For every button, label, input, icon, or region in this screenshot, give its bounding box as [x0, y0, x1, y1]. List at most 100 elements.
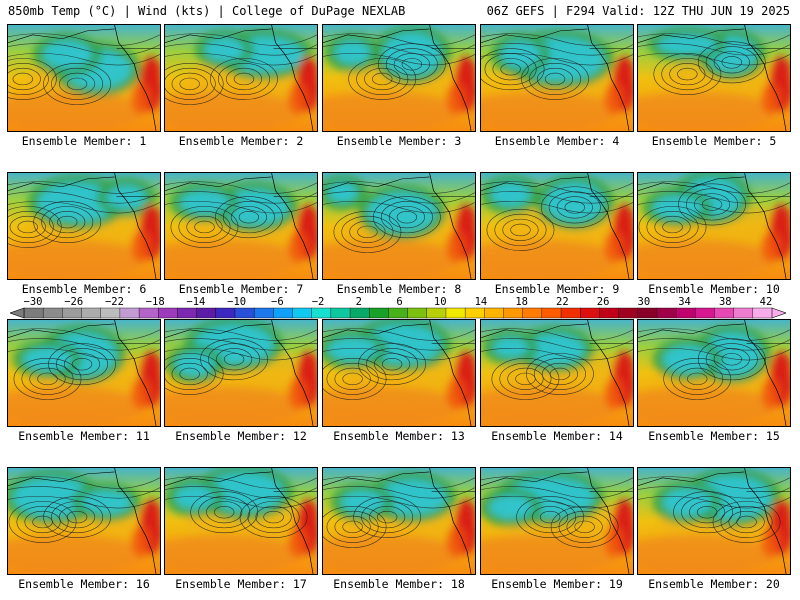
height-contour: [536, 67, 574, 91]
coastline: [8, 323, 115, 338]
coastline: [481, 323, 588, 338]
height-contour: [374, 353, 411, 376]
ensemble-member-label: Ensemble Member: 15: [648, 429, 780, 443]
height-contour: [323, 201, 475, 214]
colorbar-tick: −14: [186, 296, 206, 308]
coastline: [114, 320, 157, 426]
height-contour: [165, 338, 317, 351]
height-contour: [388, 206, 425, 229]
height-contour: [165, 353, 224, 395]
coastline: [587, 25, 630, 131]
coastline: [271, 468, 314, 574]
model-run-info: 06Z GEFS | F294 Valid: 12Z THU JUN 19 20…: [486, 4, 790, 18]
height-contour: [499, 362, 552, 395]
height-contour: [481, 348, 633, 361]
colorbar-tick: 10: [433, 296, 447, 308]
height-contour: [396, 210, 418, 224]
height-contour: [539, 510, 561, 524]
height-contour: [342, 372, 363, 386]
height-contour: [638, 476, 790, 489]
coastline: [744, 173, 787, 279]
height-contour: [16, 505, 69, 538]
ensemble-member-label: Ensemble Member: 19: [491, 577, 623, 591]
colorbar-segment: [618, 307, 639, 319]
height-contour: [21, 362, 74, 395]
height-contour: [29, 367, 66, 390]
height-contour: [223, 353, 245, 366]
colorbar-segment: [234, 307, 255, 319]
height-contour: [697, 41, 766, 84]
ensemble-member-map: [7, 172, 161, 280]
height-contour: [8, 501, 77, 543]
height-contour: [526, 353, 594, 395]
colorbar-segment: [177, 307, 198, 319]
height-contour: [326, 362, 379, 395]
height-contour: [59, 505, 96, 529]
height-contour: [373, 196, 441, 239]
height-contour: [194, 220, 215, 234]
coastline: [638, 176, 745, 191]
ensemble-member-map: [7, 319, 161, 427]
height-contour: [323, 505, 387, 548]
height-contour: [8, 67, 41, 91]
height-contour: [502, 218, 539, 242]
height-contour: [385, 48, 438, 81]
height-contour: [728, 510, 765, 534]
height-contour: [171, 72, 208, 95]
ensemble-member-label: Ensemble Member: 14: [491, 429, 623, 443]
height-contour: [638, 181, 790, 194]
height-contour: [323, 476, 475, 489]
colorbar-segment: [637, 307, 658, 319]
colorbar-segment: [138, 307, 159, 319]
height-contour: [165, 181, 317, 194]
height-contour: [646, 210, 699, 243]
height-contour: [165, 67, 216, 100]
height-contour: [12, 72, 33, 86]
coastline: [744, 25, 787, 131]
height-contour: [481, 48, 545, 91]
height-contour: [8, 206, 62, 248]
colorbar-tick: −10: [227, 296, 247, 308]
ensemble-member-map: [7, 467, 161, 575]
height-contour: [41, 206, 94, 239]
colorbar-segment: [541, 307, 562, 319]
colorbar-tick: 6: [396, 296, 403, 308]
colorbar-segment: [388, 307, 409, 319]
colorbar-segment: [464, 307, 485, 319]
ensemble-member-label: Ensemble Member: 13: [333, 429, 465, 443]
height-contour: [263, 510, 284, 524]
coastline: [587, 468, 630, 574]
ensemble-member-label: Ensemble Member: 11: [18, 429, 150, 443]
colorbar-segment: [656, 307, 677, 319]
ensemble-member-label: Ensemble Member: 17: [175, 577, 307, 591]
height-contour: [720, 505, 773, 538]
height-contour: [165, 357, 216, 390]
height-contour: [540, 186, 609, 229]
height-contour: [638, 338, 790, 351]
height-contour: [712, 501, 781, 543]
colorbar-tick: −22: [104, 296, 124, 308]
height-contour: [349, 220, 386, 243]
height-contour: [491, 357, 560, 400]
height-contour: [353, 496, 422, 538]
coastline: [8, 28, 115, 43]
colorbar-segment: [292, 307, 313, 319]
colorbar-tick: 42: [759, 296, 773, 308]
height-contour: [638, 328, 790, 341]
height-contour: [8, 486, 160, 499]
height-contour: [638, 43, 790, 56]
height-contour: [8, 62, 49, 95]
colorbar-segment: [484, 307, 504, 319]
colorbar-tick: −18: [145, 296, 165, 308]
height-contour: [323, 53, 475, 66]
coastline: [114, 25, 157, 131]
coastline: [587, 173, 630, 279]
height-contour: [66, 77, 88, 91]
colorbar-tick: 30: [637, 296, 651, 308]
height-contour: [8, 328, 160, 341]
height-contour: [364, 67, 401, 91]
height-contour: [323, 191, 475, 204]
colorbar-high-arrow: [771, 307, 786, 319]
colorbar-tick: −2: [311, 296, 325, 308]
coastline: [429, 25, 472, 131]
